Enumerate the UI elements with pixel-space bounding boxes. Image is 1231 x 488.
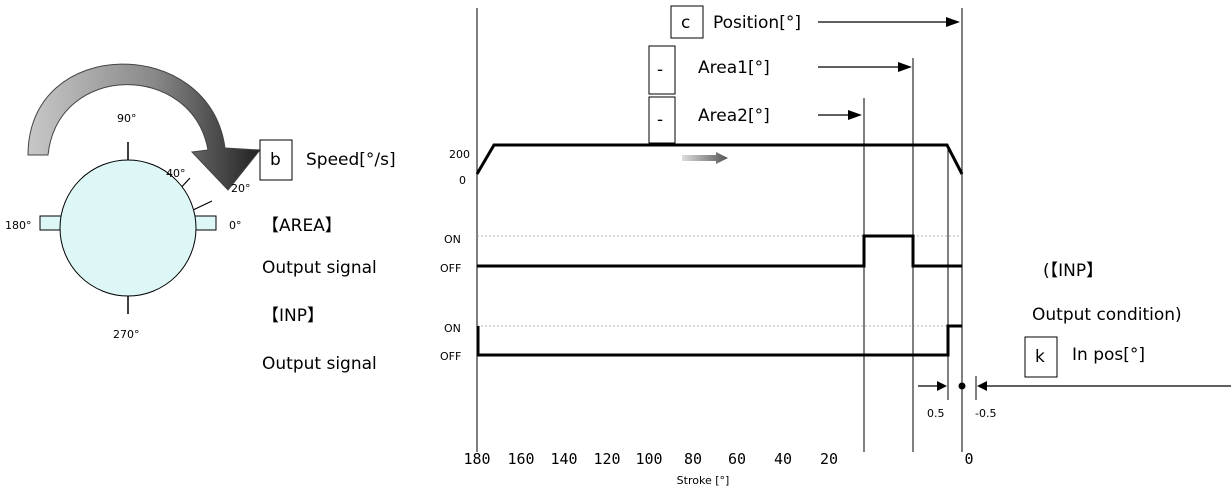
- area1-label: Area1[°]: [698, 58, 770, 78]
- inp-signal: 【INP】 Output signal ON OFF: [262, 306, 962, 374]
- param-area1: - Area1[°]: [648, 45, 912, 95]
- inp-signal-title: 【INP】: [262, 306, 324, 326]
- position-key-box: [670, 5, 704, 39]
- speed-trapezoid: [475, 143, 964, 175]
- area2-arrowhead-icon: [848, 110, 862, 120]
- speed-profile: 200 0: [449, 143, 964, 187]
- stroke-tick-label: 60: [728, 450, 746, 468]
- rotary-dial: 90° 40° 20° 180° 0° 270°: [5, 63, 261, 341]
- area1-key: -: [657, 60, 663, 80]
- stroke-tick-label: 160: [507, 450, 534, 468]
- target-point: [958, 382, 966, 390]
- dial-label-40: 40°: [166, 167, 186, 180]
- speed-key: b: [270, 150, 281, 170]
- area-off-label: OFF: [440, 262, 461, 275]
- stroke-tick-label: 0: [964, 450, 973, 468]
- inp-condition: (【INP】 Output condition) k In pos[°]: [1024, 261, 1182, 378]
- stroke-tick-label: 120: [593, 450, 620, 468]
- inp-off-label: OFF: [440, 350, 461, 363]
- tolerance-left-arrowhead-icon: [937, 381, 947, 391]
- dial-label-90: 90°: [117, 112, 137, 125]
- stroke-tick-label: 100: [635, 450, 662, 468]
- area2-key: -: [657, 110, 663, 130]
- area-signal-wave: [477, 234, 962, 268]
- tolerance-plus-label: 0.5: [927, 407, 945, 420]
- inpos-key-box: [1024, 336, 1058, 378]
- direction-arrow-icon: [682, 152, 728, 164]
- tolerance-minus-label: -0.5: [975, 407, 996, 420]
- inpos-key: k: [1035, 347, 1045, 367]
- speed-label: Speed[°/s]: [306, 150, 396, 170]
- area-signal-title: 【AREA】: [262, 216, 342, 236]
- area1-key-box: [648, 45, 676, 95]
- stroke-axis-title: Stroke [°]: [677, 474, 730, 487]
- inp-condition-line2: Output condition): [1032, 305, 1182, 325]
- stroke-tick-label: 80: [684, 450, 702, 468]
- area2-label: Area2[°]: [698, 106, 770, 126]
- stroke-tick-label: 140: [550, 450, 577, 468]
- dial-label-270: 270°: [113, 328, 140, 341]
- area-signal-sub: Output signal: [262, 258, 377, 278]
- dial-label-20: 20°: [231, 182, 251, 195]
- param-position: c Position[°]: [670, 5, 960, 39]
- stroke-tick-label: 180: [463, 450, 490, 468]
- speed-axis-bottom: 0: [459, 174, 466, 187]
- tolerance-right-arrowhead-icon: [977, 381, 987, 391]
- inp-on-label: ON: [444, 322, 461, 335]
- area1-arrowhead-icon: [898, 62, 912, 72]
- param-speed: b Speed[°/s]: [259, 139, 396, 181]
- stroke-axis: 180 160 140 120 100 80 60 40 20 0 Stroke…: [463, 450, 973, 487]
- dial-label-0: 0°: [229, 219, 242, 232]
- dial-disc: [59, 159, 197, 297]
- inpos-label: In pos[°]: [1072, 345, 1145, 365]
- speed-key-box: [259, 139, 293, 181]
- inp-condition-line1: (【INP】: [1043, 261, 1103, 281]
- stroke-tick-label: 40: [774, 450, 792, 468]
- area-on-label: ON: [444, 233, 461, 246]
- param-area2: - Area2[°]: [648, 96, 862, 144]
- inpos-tolerance: 0.5 -0.5: [918, 376, 1231, 420]
- inp-signal-wave: [477, 324, 962, 357]
- dial-label-180: 180°: [5, 219, 32, 232]
- area-signal: 【AREA】 Output signal ON OFF: [262, 216, 962, 278]
- position-label: Position[°]: [713, 13, 801, 33]
- inp-signal-sub: Output signal: [262, 354, 377, 374]
- speed-axis-top: 200: [449, 148, 470, 161]
- position-key: c: [681, 13, 690, 33]
- area2-key-box: [648, 96, 676, 144]
- position-arrowhead-icon: [946, 17, 960, 27]
- stroke-tick-label: 20: [820, 450, 838, 468]
- tick-20: [192, 200, 213, 211]
